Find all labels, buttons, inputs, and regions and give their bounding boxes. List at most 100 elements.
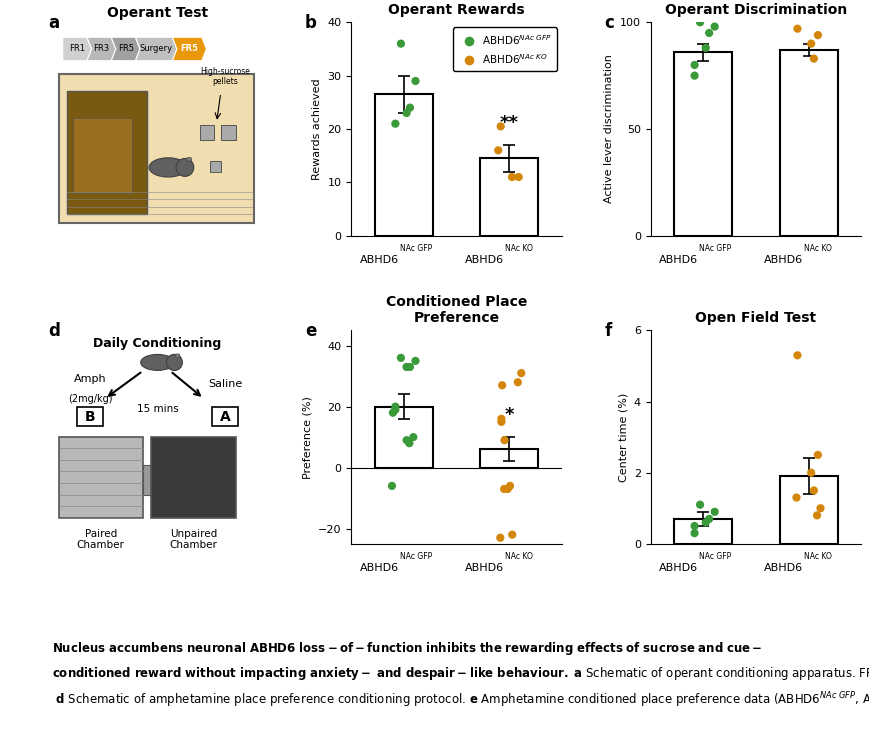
- Bar: [77, 407, 103, 426]
- Point: [493, 532, 507, 544]
- Bar: [73, 118, 132, 193]
- Text: FR3: FR3: [93, 45, 109, 53]
- Point: [687, 520, 700, 532]
- Point: [789, 492, 803, 504]
- Point: [806, 53, 820, 65]
- Bar: [779, 476, 837, 544]
- Point: [810, 29, 824, 41]
- Point: [511, 171, 525, 183]
- Text: f: f: [604, 322, 611, 340]
- Point: [701, 27, 715, 39]
- Point: [505, 529, 519, 541]
- Text: NAc KO: NAc KO: [505, 244, 533, 253]
- Text: $\mathbf{Nucleus\ accumbens\ neuronal\ ABHD6\ loss-of-function\ inhibits\ the\ r: $\mathbf{Nucleus\ accumbens\ neuronal\ A…: [52, 640, 869, 710]
- Point: [514, 367, 527, 379]
- Text: NAc KO: NAc KO: [804, 552, 832, 562]
- Text: NAc GFP: NAc GFP: [699, 552, 731, 562]
- Text: (2mg/kg): (2mg/kg): [68, 395, 112, 404]
- Text: ABHD6: ABHD6: [465, 563, 503, 573]
- Bar: [221, 125, 235, 140]
- Text: a: a: [48, 14, 59, 32]
- Point: [698, 516, 712, 528]
- Bar: [143, 465, 151, 495]
- Text: Surgery: Surgery: [139, 45, 173, 53]
- Legend: ABHD6$^{NAc\ GFP}$, ABHD6$^{NAc\ KO}$: ABHD6$^{NAc\ GFP}$, ABHD6$^{NAc\ KO}$: [453, 27, 556, 71]
- Point: [803, 38, 817, 50]
- Text: NAc KO: NAc KO: [804, 244, 832, 253]
- Title: Open Field Test: Open Field Test: [694, 311, 816, 325]
- Point: [408, 75, 422, 87]
- Bar: [480, 450, 538, 467]
- Text: High-sucrose
pellets: High-sucrose pellets: [200, 67, 249, 86]
- Text: d: d: [48, 322, 60, 340]
- Text: Saline: Saline: [208, 379, 242, 389]
- Point: [504, 171, 518, 183]
- Bar: [673, 519, 732, 544]
- Title: Operant Discrimination: Operant Discrimination: [664, 3, 846, 17]
- Point: [494, 416, 507, 428]
- Title: Operant Rewards: Operant Rewards: [388, 3, 525, 17]
- Bar: [67, 91, 147, 215]
- Text: ABHD6: ABHD6: [763, 563, 802, 573]
- Point: [399, 361, 413, 373]
- Point: [399, 107, 413, 119]
- Text: ABHD6: ABHD6: [465, 255, 503, 265]
- Title: Operant Test: Operant Test: [107, 6, 208, 20]
- Bar: [58, 74, 255, 223]
- Bar: [673, 52, 732, 236]
- Text: NAc GFP: NAc GFP: [400, 244, 432, 253]
- Point: [496, 483, 510, 495]
- Y-axis label: Rewards achieved: Rewards achieved: [312, 78, 322, 180]
- Circle shape: [176, 158, 194, 176]
- Text: B: B: [84, 410, 96, 424]
- Text: NAc GFP: NAc GFP: [699, 244, 731, 253]
- Bar: [151, 437, 235, 518]
- Polygon shape: [63, 37, 91, 61]
- Point: [813, 502, 826, 514]
- Text: A: A: [219, 410, 230, 424]
- Ellipse shape: [175, 354, 180, 357]
- Point: [701, 513, 715, 525]
- Point: [402, 438, 416, 450]
- Text: c: c: [604, 14, 614, 32]
- Text: ABHD6: ABHD6: [359, 563, 398, 573]
- Text: ABHD6: ABHD6: [658, 563, 697, 573]
- Point: [402, 102, 416, 114]
- Point: [494, 413, 507, 425]
- Point: [687, 70, 700, 82]
- Point: [502, 480, 516, 492]
- Point: [388, 117, 401, 129]
- Text: e: e: [305, 322, 316, 340]
- Point: [494, 120, 507, 132]
- Bar: [375, 94, 433, 236]
- Text: NAc KO: NAc KO: [505, 552, 533, 562]
- Point: [810, 449, 824, 461]
- Point: [687, 528, 700, 539]
- Point: [497, 434, 511, 446]
- Point: [386, 406, 400, 418]
- Text: ABHD6: ABHD6: [658, 255, 697, 265]
- Polygon shape: [172, 37, 206, 61]
- Point: [406, 431, 420, 443]
- Point: [491, 144, 505, 156]
- Point: [809, 510, 823, 522]
- Point: [706, 506, 720, 518]
- Text: FR5: FR5: [117, 45, 134, 53]
- Y-axis label: Active lever discrimination: Active lever discrimination: [604, 54, 614, 204]
- Text: Unpaired
Chamber: Unpaired Chamber: [169, 529, 217, 551]
- Ellipse shape: [186, 158, 191, 161]
- Polygon shape: [111, 37, 140, 61]
- Ellipse shape: [149, 158, 187, 177]
- Point: [388, 400, 401, 412]
- Circle shape: [166, 354, 182, 371]
- Point: [693, 499, 706, 510]
- Text: FR5: FR5: [180, 45, 198, 53]
- Bar: [58, 437, 143, 518]
- Point: [494, 380, 508, 392]
- Point: [790, 349, 804, 361]
- Text: Paired
Chamber: Paired Chamber: [76, 529, 124, 551]
- Text: 15 mins: 15 mins: [136, 404, 178, 415]
- Point: [501, 483, 514, 495]
- Bar: [375, 406, 433, 467]
- Point: [388, 403, 401, 415]
